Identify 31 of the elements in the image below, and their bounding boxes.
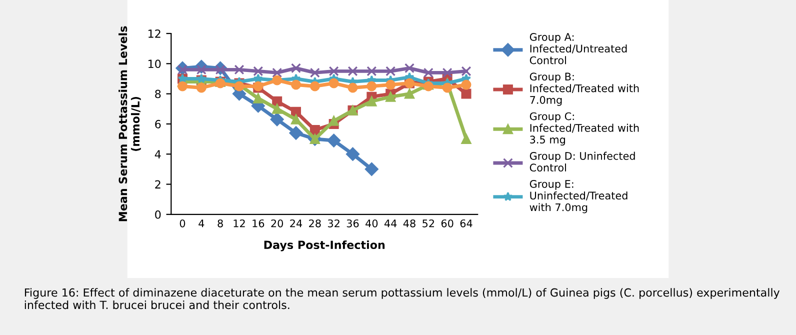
legend-label: Group B: Infected/Treated with 7.0mg: [530, 72, 639, 106]
x-tick-label: 64: [460, 219, 472, 228]
y-tick-label: 2: [155, 180, 160, 188]
y-tick-label: 8: [155, 90, 161, 98]
y-tick-label: 12: [148, 29, 160, 38]
legend-label: Group C: Infected/Treated with 3.5 mg: [530, 112, 639, 146]
x-tick-label: 48: [403, 219, 416, 228]
x-tick-label: 16: [252, 219, 264, 228]
y-tick-label: 4: [154, 150, 161, 158]
caption: Figure 16: Effect of diminazene diaceturate on the mean serum pottassium levels (mmol/L) of Guinea pigs (C. porcellus) experimentally infected with T. brucei brucei and their controls.: [24, 288, 780, 310]
x-tick-label: 60: [441, 219, 454, 228]
y-tick-label: 0: [155, 210, 161, 219]
legend-label: Group A: Infected/Untreated Control: [530, 33, 627, 64]
x-tick-label: 20: [271, 219, 284, 228]
legend-label: Group D: Uninfected Control: [530, 152, 635, 172]
x-tick-label: 32: [328, 219, 340, 228]
x-tick-label: 36: [346, 219, 359, 228]
y-tick-label: 10: [148, 60, 161, 68]
y-axis-title: Mean Serum Pottassium Levels (mmol/L): [118, 26, 141, 222]
x-tick-label: 40: [366, 219, 378, 228]
legend-label: Group E: Uninfected/Treated with 7.0mg: [530, 180, 628, 214]
x-tick-label: 4: [198, 220, 204, 228]
x-tick-label: 0: [180, 219, 186, 228]
x-tick-label: 24: [290, 219, 302, 228]
x-tick-label: 12: [234, 219, 245, 228]
x-axis-title: Days Post-Infection: [264, 240, 385, 252]
x-tick-label: 28: [309, 219, 321, 228]
x-tick-label: 8: [218, 219, 223, 228]
y-tick-label: 6: [155, 120, 161, 128]
x-tick-label: 52: [422, 219, 434, 228]
x-tick-label: 44: [384, 220, 397, 228]
